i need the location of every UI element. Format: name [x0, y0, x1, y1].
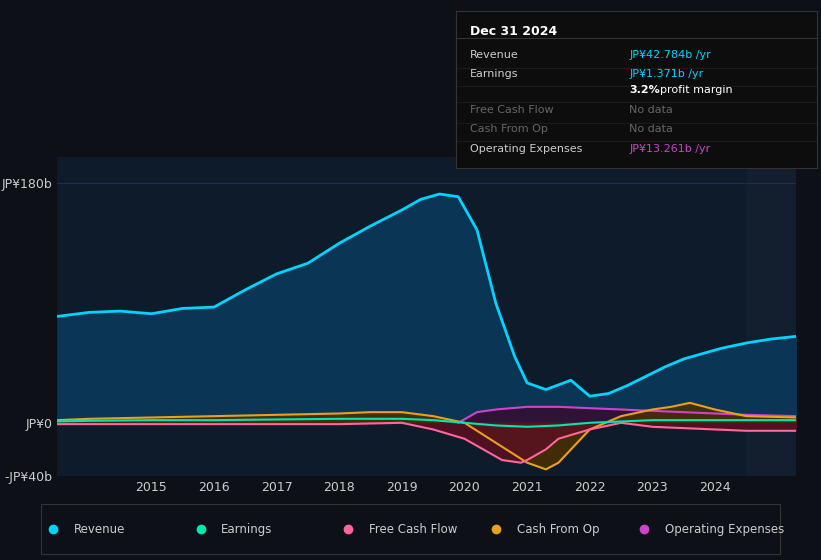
- Text: Free Cash Flow: Free Cash Flow: [470, 105, 553, 115]
- Text: Cash From Op: Cash From Op: [517, 522, 599, 536]
- Text: Revenue: Revenue: [74, 522, 125, 536]
- Text: Earnings: Earnings: [470, 69, 519, 79]
- Text: Operating Expenses: Operating Expenses: [470, 144, 582, 154]
- Text: No data: No data: [629, 124, 673, 134]
- Text: Operating Expenses: Operating Expenses: [665, 522, 784, 536]
- Text: No data: No data: [629, 105, 673, 115]
- Bar: [746, 157, 796, 476]
- Text: profit margin: profit margin: [660, 85, 732, 95]
- Text: Cash From Op: Cash From Op: [470, 124, 548, 134]
- Text: JP¥42.784b /yr: JP¥42.784b /yr: [629, 50, 711, 60]
- Text: JP¥13.261b /yr: JP¥13.261b /yr: [629, 144, 710, 154]
- Text: 3.2%: 3.2%: [629, 85, 660, 95]
- Text: Dec 31 2024: Dec 31 2024: [470, 25, 557, 38]
- Text: Revenue: Revenue: [470, 50, 519, 60]
- Text: Free Cash Flow: Free Cash Flow: [369, 522, 457, 536]
- Text: JP¥1.371b /yr: JP¥1.371b /yr: [629, 69, 704, 79]
- Text: Earnings: Earnings: [222, 522, 273, 536]
